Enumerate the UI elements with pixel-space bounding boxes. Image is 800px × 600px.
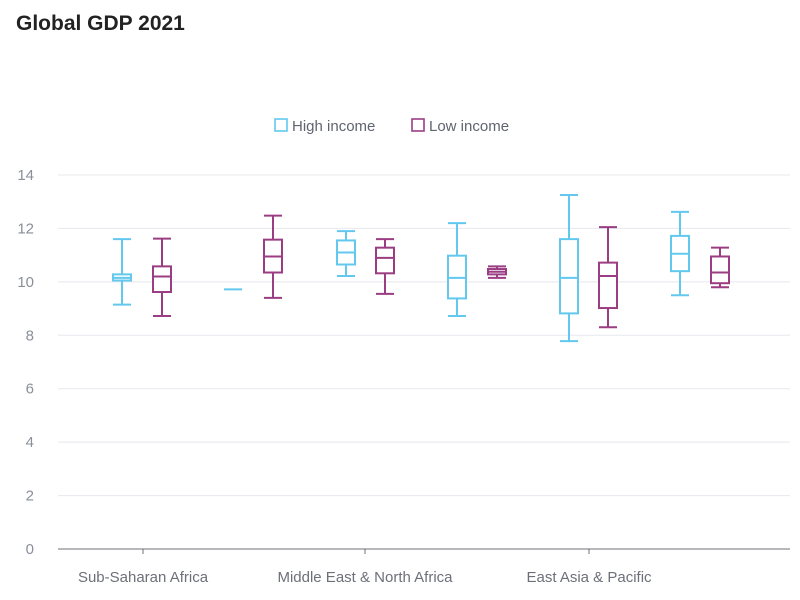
y-tick-label: 2 [26, 488, 34, 505]
legend-label: High income [292, 118, 375, 135]
box-iqr [559, 238, 579, 315]
y-tick-label: 4 [26, 434, 34, 451]
y-tick-label: 14 [17, 167, 34, 184]
legend-swatch [411, 118, 425, 132]
y-tick-label: 0 [26, 541, 34, 558]
box-iqr [598, 261, 618, 310]
x-category-label: Middle East & North Africa [277, 569, 453, 586]
y-tick-label: 8 [26, 327, 34, 344]
box-low-income [263, 214, 283, 299]
y-tick-label: 12 [17, 220, 34, 237]
box-low-income [598, 226, 618, 329]
box-high-income [559, 194, 579, 343]
box-iqr [710, 255, 730, 285]
box-series [112, 194, 730, 343]
legend-swatch [274, 118, 288, 132]
box-iqr [152, 265, 172, 294]
box-low-income [710, 246, 730, 289]
y-tick-label: 6 [26, 381, 34, 398]
box-low-income [152, 237, 172, 318]
box-high-income [112, 238, 132, 306]
legend: High income Low income [274, 118, 509, 135]
axes: 0 2 4 6 8 10 12 14 Sub-Saharan Africa Middle East… [17, 167, 790, 586]
grid-lines [58, 174, 790, 497]
legend-label: Low income [429, 118, 509, 135]
box-high-income [336, 230, 356, 277]
y-tick-label: 10 [17, 274, 34, 291]
box-iqr [375, 246, 395, 275]
box-high-income [447, 222, 467, 318]
chart-title: Global GDP 2021 [16, 12, 185, 35]
box-high-income [670, 210, 690, 297]
x-category-label: East Asia & Pacific [526, 569, 652, 586]
box-low-income [487, 265, 507, 279]
x-category-label: Sub-Saharan Africa [78, 569, 209, 586]
box-low-income [375, 238, 395, 295]
